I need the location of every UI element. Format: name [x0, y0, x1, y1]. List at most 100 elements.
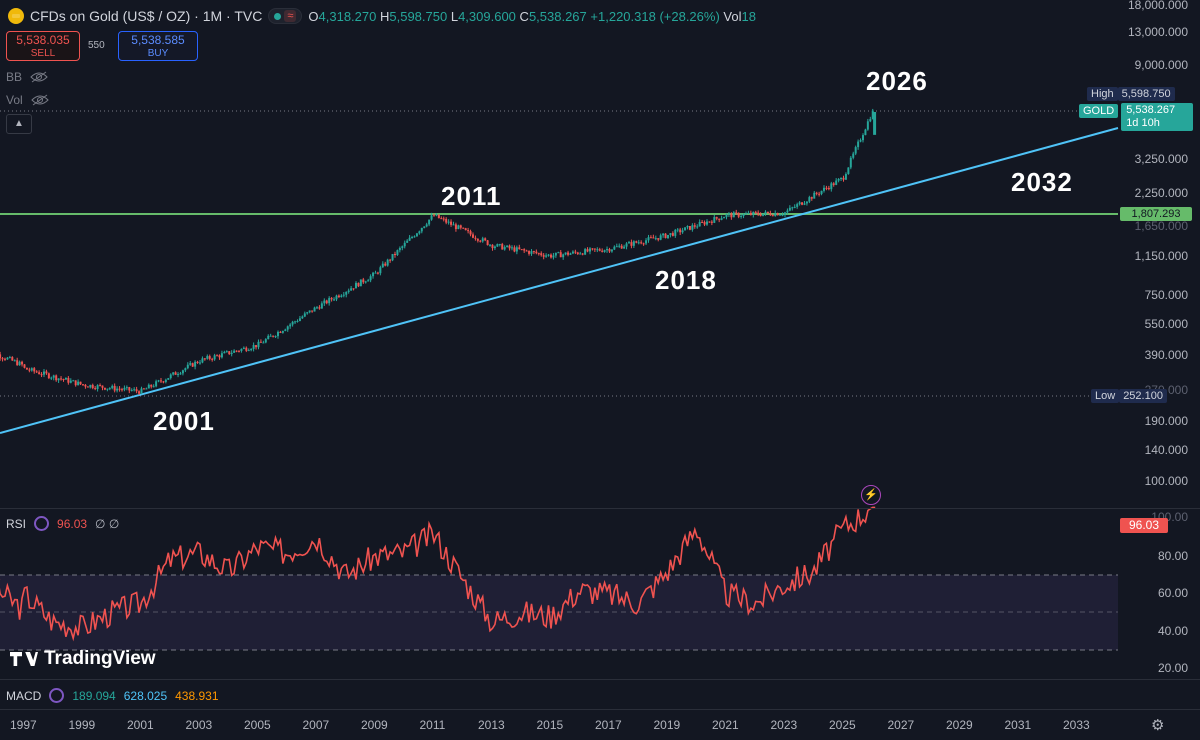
candle-body [69, 380, 72, 383]
spread-value: 550 [88, 40, 105, 51]
candle-body [450, 221, 453, 225]
candle-body [28, 369, 31, 371]
tradingview-logo[interactable]: TradingView [10, 648, 156, 670]
gold-symbol-icon[interactable] [8, 8, 24, 24]
rsi-current-tag[interactable]: 96.03 [1120, 518, 1168, 533]
settings-gear-icon[interactable]: ⚙ [1151, 717, 1165, 734]
candle-body [783, 212, 786, 215]
candle-body [174, 372, 177, 375]
candle-body [116, 388, 119, 391]
annotation-2032[interactable]: 2032 [1011, 167, 1073, 197]
candle-body [852, 153, 855, 158]
rsi-settings-icon[interactable] [34, 516, 50, 531]
annotation-2001[interactable]: 2001 [153, 406, 215, 436]
candle-body [671, 233, 674, 236]
candle-body [579, 253, 582, 255]
candle-body [155, 381, 158, 387]
collapse-indicators-button[interactable]: ▲ [6, 114, 32, 134]
candle-body [620, 245, 623, 249]
candle-body [552, 255, 555, 258]
candle-body [618, 245, 621, 247]
candle-body [810, 197, 813, 199]
candle-body [525, 250, 528, 252]
candle-body [386, 259, 389, 266]
candle-body [401, 246, 404, 248]
candle-body [57, 378, 60, 381]
candle-body [606, 248, 609, 251]
price-tick: 1,150.000 [1134, 249, 1188, 263]
candle-body [291, 321, 294, 325]
candle-body [306, 312, 309, 314]
candle-body [374, 272, 377, 274]
candle-body [142, 388, 145, 390]
candle-body [840, 177, 843, 179]
candle-body [744, 213, 747, 215]
candle-body [179, 373, 182, 375]
candle-body [289, 324, 292, 327]
high-price-tag[interactable]: High 5,598.750 [1087, 87, 1175, 101]
current-price-tag[interactable]: GOLD 5,538.267 1d 10h [1079, 103, 1194, 131]
rsi-legend[interactable]: RSI 96.03 ∅ ∅ [6, 516, 119, 531]
last-candle [873, 111, 877, 135]
buy-button[interactable]: 5,538.585 BUY [118, 31, 198, 61]
candle-body [725, 214, 728, 218]
annotation-2011[interactable]: 2011 [441, 181, 502, 211]
candle-body [749, 212, 752, 215]
annotation-2018[interactable]: 2018 [655, 265, 717, 295]
sell-button[interactable]: 5,538.035 SELL [6, 31, 80, 61]
candle-body [403, 242, 406, 247]
candle-body [318, 307, 321, 309]
price-rsi-separator[interactable] [0, 508, 1200, 509]
time-tick-1999: 1999 [68, 718, 96, 732]
candle-body [194, 361, 197, 367]
candle-body [603, 250, 606, 252]
candle-body [588, 248, 591, 252]
candle-body [96, 385, 99, 389]
lightning-icon[interactable]: ⚡ [861, 485, 881, 505]
symbol-title[interactable]: CFDs on Gold (US$ / OZ) · 1M · TVC [30, 8, 263, 24]
candle-body [413, 236, 416, 238]
annotation-2026[interactable]: 2026 [866, 66, 928, 96]
horizontal-line-tag[interactable]: 1,807.293 [1120, 207, 1192, 221]
rsi-macd-separator[interactable] [0, 679, 1200, 680]
macd-settings-icon[interactable] [49, 688, 65, 703]
candle-body [849, 157, 852, 168]
candle-body [398, 247, 401, 251]
low-price-tag[interactable]: Low 252.100 [1091, 389, 1167, 403]
time-axis-separator [0, 709, 1200, 710]
candle-body [535, 251, 538, 254]
candle-body [498, 244, 501, 246]
vol-indicator-row[interactable]: Vol [6, 93, 49, 107]
candle-body [445, 218, 448, 223]
candle-body [871, 110, 874, 120]
macd-legend[interactable]: MACD 189.094 628.025 438.931 [6, 688, 219, 703]
candle-body [708, 221, 711, 223]
candle-body [574, 251, 577, 253]
time-tick-1997: 1997 [10, 718, 37, 732]
candle-body [418, 231, 421, 234]
candle-body [730, 213, 733, 218]
candle-body [130, 390, 133, 392]
candle-body [345, 291, 348, 295]
candle-body [140, 388, 143, 394]
eye-hidden-icon[interactable] [30, 71, 48, 83]
candle-body [652, 237, 655, 239]
candle-body [91, 384, 94, 389]
eye-hidden-icon[interactable] [30, 94, 49, 106]
candle-body [520, 249, 523, 251]
candle-body [269, 335, 272, 337]
low-label: Low [1091, 389, 1120, 403]
candle-body [786, 210, 789, 213]
market-status-pill[interactable]: ≈ [268, 8, 303, 24]
candle-body [315, 307, 318, 309]
candle-body [523, 249, 526, 251]
candle-body [869, 119, 872, 122]
candle-body [854, 147, 857, 154]
candle-body [64, 377, 67, 380]
bb-indicator-row[interactable]: BB [6, 70, 48, 84]
candle-body [259, 341, 262, 343]
candle-body [406, 240, 409, 243]
candle-body [666, 234, 669, 239]
candle-body [791, 207, 794, 209]
